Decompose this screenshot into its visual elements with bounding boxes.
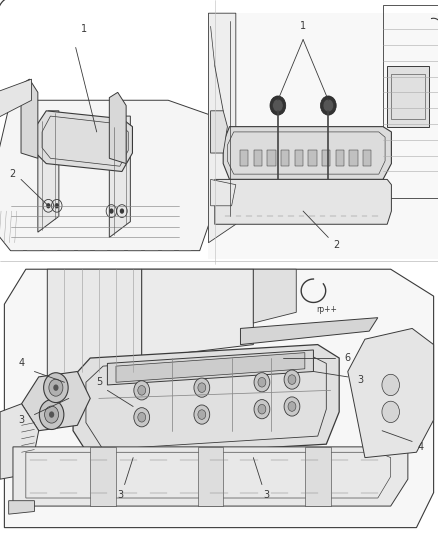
Text: 6: 6	[345, 353, 351, 363]
Circle shape	[258, 377, 266, 387]
Polygon shape	[295, 150, 303, 166]
Polygon shape	[350, 150, 358, 166]
Text: 1: 1	[81, 24, 87, 34]
Polygon shape	[21, 79, 38, 158]
Circle shape	[120, 208, 124, 214]
Text: 4: 4	[18, 358, 25, 368]
Polygon shape	[363, 150, 371, 166]
Circle shape	[258, 405, 266, 414]
Text: 4: 4	[418, 442, 424, 452]
Text: 2: 2	[334, 240, 340, 251]
Polygon shape	[281, 150, 290, 166]
Circle shape	[382, 374, 399, 395]
Text: 3: 3	[18, 415, 25, 425]
Polygon shape	[208, 13, 438, 259]
Circle shape	[254, 373, 270, 392]
Circle shape	[323, 99, 334, 112]
Text: 1: 1	[300, 21, 306, 31]
Polygon shape	[211, 111, 227, 153]
Polygon shape	[47, 269, 142, 385]
Polygon shape	[267, 150, 276, 166]
Polygon shape	[116, 353, 305, 382]
Circle shape	[382, 401, 399, 423]
Circle shape	[321, 96, 336, 115]
Polygon shape	[4, 269, 434, 528]
Circle shape	[284, 397, 300, 416]
Circle shape	[198, 383, 206, 392]
Circle shape	[44, 373, 68, 402]
Polygon shape	[211, 180, 236, 206]
Polygon shape	[348, 328, 434, 458]
Polygon shape	[36, 111, 132, 172]
Polygon shape	[215, 180, 392, 224]
Polygon shape	[107, 350, 314, 385]
Polygon shape	[38, 111, 59, 232]
Circle shape	[138, 385, 146, 395]
Circle shape	[39, 400, 64, 430]
Circle shape	[53, 384, 59, 391]
Polygon shape	[142, 269, 253, 358]
Polygon shape	[198, 447, 223, 506]
Polygon shape	[0, 100, 221, 251]
Circle shape	[49, 379, 63, 396]
Polygon shape	[387, 66, 429, 127]
Circle shape	[194, 378, 210, 397]
Polygon shape	[110, 92, 126, 164]
Polygon shape	[9, 500, 35, 514]
Circle shape	[288, 375, 296, 384]
Circle shape	[46, 203, 50, 208]
Polygon shape	[253, 269, 296, 323]
Circle shape	[272, 99, 283, 112]
Circle shape	[45, 406, 59, 423]
Polygon shape	[322, 150, 330, 166]
Circle shape	[288, 402, 296, 411]
Polygon shape	[90, 447, 116, 506]
Polygon shape	[208, 13, 236, 243]
Text: 3: 3	[263, 490, 269, 500]
Polygon shape	[0, 79, 32, 119]
Circle shape	[55, 203, 59, 208]
Polygon shape	[240, 150, 248, 166]
Circle shape	[138, 413, 146, 422]
Polygon shape	[308, 150, 317, 166]
Circle shape	[284, 370, 300, 389]
Text: rp++: rp++	[316, 305, 337, 314]
Polygon shape	[336, 150, 344, 166]
Polygon shape	[13, 447, 408, 506]
Circle shape	[270, 96, 286, 115]
Polygon shape	[21, 372, 90, 431]
Circle shape	[109, 208, 113, 214]
Circle shape	[194, 405, 210, 424]
Circle shape	[198, 410, 206, 419]
Polygon shape	[73, 345, 339, 458]
Polygon shape	[240, 318, 378, 345]
Polygon shape	[305, 447, 331, 506]
Polygon shape	[0, 404, 39, 479]
Circle shape	[254, 400, 270, 419]
Text: 2: 2	[10, 169, 16, 179]
Circle shape	[49, 411, 54, 418]
Text: 5: 5	[95, 377, 102, 387]
Polygon shape	[110, 116, 131, 238]
Polygon shape	[223, 127, 392, 180]
Text: 3: 3	[357, 375, 364, 385]
Text: 3: 3	[117, 490, 124, 500]
Circle shape	[134, 381, 150, 400]
Circle shape	[134, 408, 150, 427]
Polygon shape	[254, 150, 262, 166]
